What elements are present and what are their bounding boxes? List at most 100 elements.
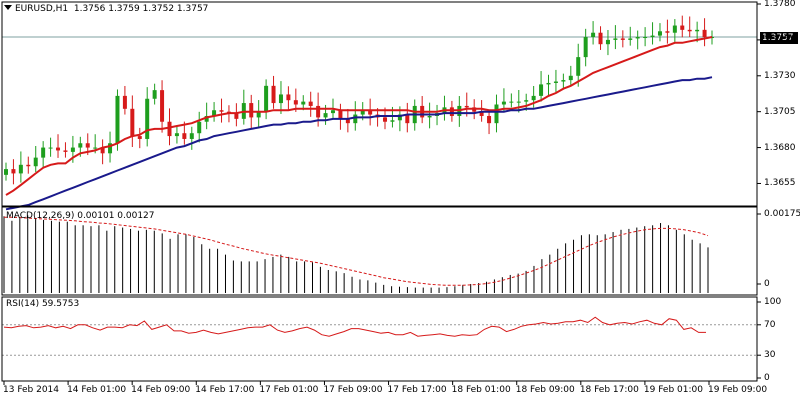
candle-body — [427, 115, 432, 118]
candle-body — [160, 90, 165, 122]
time-axis-label: 14 Feb 09:00 — [131, 385, 191, 395]
macd-panel — [3, 215, 709, 293]
candle-body — [576, 57, 581, 76]
candle-body — [63, 150, 68, 152]
price-panel — [2, 15, 757, 211]
candle-body — [308, 101, 313, 106]
rsi-axis-label: 0 — [764, 373, 770, 383]
ma-slow-line — [5, 76, 713, 211]
candle-body — [26, 164, 31, 167]
candle-body — [323, 113, 328, 118]
candle-body — [182, 133, 187, 139]
candle-body — [449, 107, 454, 116]
candle-body — [553, 81, 558, 83]
candle-body — [509, 101, 514, 103]
candle-body — [546, 82, 551, 85]
candle-body — [271, 85, 276, 104]
macd-signal-line — [4, 216, 709, 286]
candle-body — [212, 110, 217, 116]
candle-body — [256, 111, 261, 118]
candle-body — [115, 95, 120, 144]
rsi-axis-label: 100 — [764, 297, 782, 307]
price-axis-label: 1.3730 — [764, 70, 796, 81]
price-axis-label: 1.3755 — [764, 34, 796, 45]
candle-body — [390, 120, 395, 122]
candle-body — [316, 105, 321, 118]
candle-body — [85, 143, 90, 148]
candle-body — [501, 101, 506, 105]
price-panel-title: EURUSD,H1 1.3756 1.3759 1.3752 1.3757 — [4, 4, 208, 14]
candle-body — [137, 136, 142, 139]
rsi-axis-label: 30 — [764, 350, 776, 361]
macd-panel-border — [1, 206, 758, 296]
candle-body — [598, 32, 603, 45]
candle-body — [360, 110, 365, 115]
candle-body — [345, 118, 350, 124]
price-axis-label: 1.3780 — [764, 0, 796, 9]
candle-body — [583, 37, 588, 58]
candle-body — [219, 110, 224, 112]
rsi-panel-title: RSI(14) 59.5753 — [6, 299, 80, 309]
candle-body — [167, 121, 172, 137]
time-axis-label: 18 Feb 01:00 — [451, 385, 511, 395]
macd-panel-title: MACD(12,26,9) 0.00101 0.00127 — [6, 211, 155, 221]
candle-body — [18, 164, 23, 174]
candle-body — [278, 94, 283, 104]
time-axis-label: 18 Feb 09:00 — [515, 385, 575, 395]
candle-body — [605, 39, 610, 45]
candle-body — [108, 143, 113, 154]
candle-body — [70, 147, 75, 152]
candle-body — [249, 103, 254, 118]
candle-body — [672, 25, 677, 33]
symbol-label: EURUSD,H1 — [15, 4, 69, 14]
candle-body — [264, 85, 269, 112]
candle-body — [41, 147, 46, 158]
collapse-triangle-icon[interactable] — [4, 5, 12, 10]
candle-body — [397, 114, 402, 121]
candle-body — [100, 147, 105, 154]
candle-body — [635, 37, 640, 39]
candle-body — [338, 110, 343, 119]
macd-axis-label: 0.00175 — [764, 209, 800, 219]
candle-body — [301, 101, 306, 105]
time-axis-label: 18 Feb 17:00 — [579, 385, 639, 395]
candle-body — [657, 31, 662, 36]
candle-body — [383, 117, 388, 122]
rsi-panel-border — [1, 296, 758, 382]
candle-body — [539, 84, 544, 96]
candle-body — [516, 101, 521, 103]
candle-body — [680, 25, 685, 30]
candle-body — [494, 104, 499, 124]
candle-body — [286, 94, 291, 101]
candle-body — [561, 80, 566, 82]
candle-body — [234, 113, 239, 119]
candle-body — [330, 110, 335, 114]
candle-body — [56, 147, 61, 151]
candle-body — [591, 32, 596, 38]
candle-body — [78, 143, 83, 148]
candle-body — [130, 108, 135, 137]
candle-body — [174, 133, 179, 137]
price-panel-border — [1, 1, 758, 207]
price-axis-label: 1.3705 — [764, 106, 796, 117]
candle-body — [11, 169, 16, 174]
candle-body — [479, 111, 484, 116]
candle-body — [620, 38, 625, 40]
time-axis-label: 19 Feb 09:00 — [708, 385, 768, 395]
candle-body — [204, 115, 209, 122]
time-axis-label: 14 Feb 17:00 — [195, 385, 255, 395]
rsi-axis-label: 70 — [764, 319, 776, 330]
last-price-tag: 1.3757 — [760, 32, 798, 44]
candle-body — [464, 105, 469, 108]
candle-body — [695, 29, 700, 32]
ohlc-readout: 1.3756 1.3759 1.3752 1.3757 — [73, 4, 209, 14]
candle-body — [152, 90, 157, 99]
time-axis-label: 17 Feb 09:00 — [323, 385, 383, 395]
candle-body — [687, 29, 692, 32]
time-axis-label: 17 Feb 01:00 — [259, 385, 319, 395]
candle-body — [405, 114, 410, 124]
candle-body — [628, 38, 633, 40]
candle-body — [4, 169, 8, 175]
time-axis-label: 13 Feb 2014 — [3, 385, 60, 395]
